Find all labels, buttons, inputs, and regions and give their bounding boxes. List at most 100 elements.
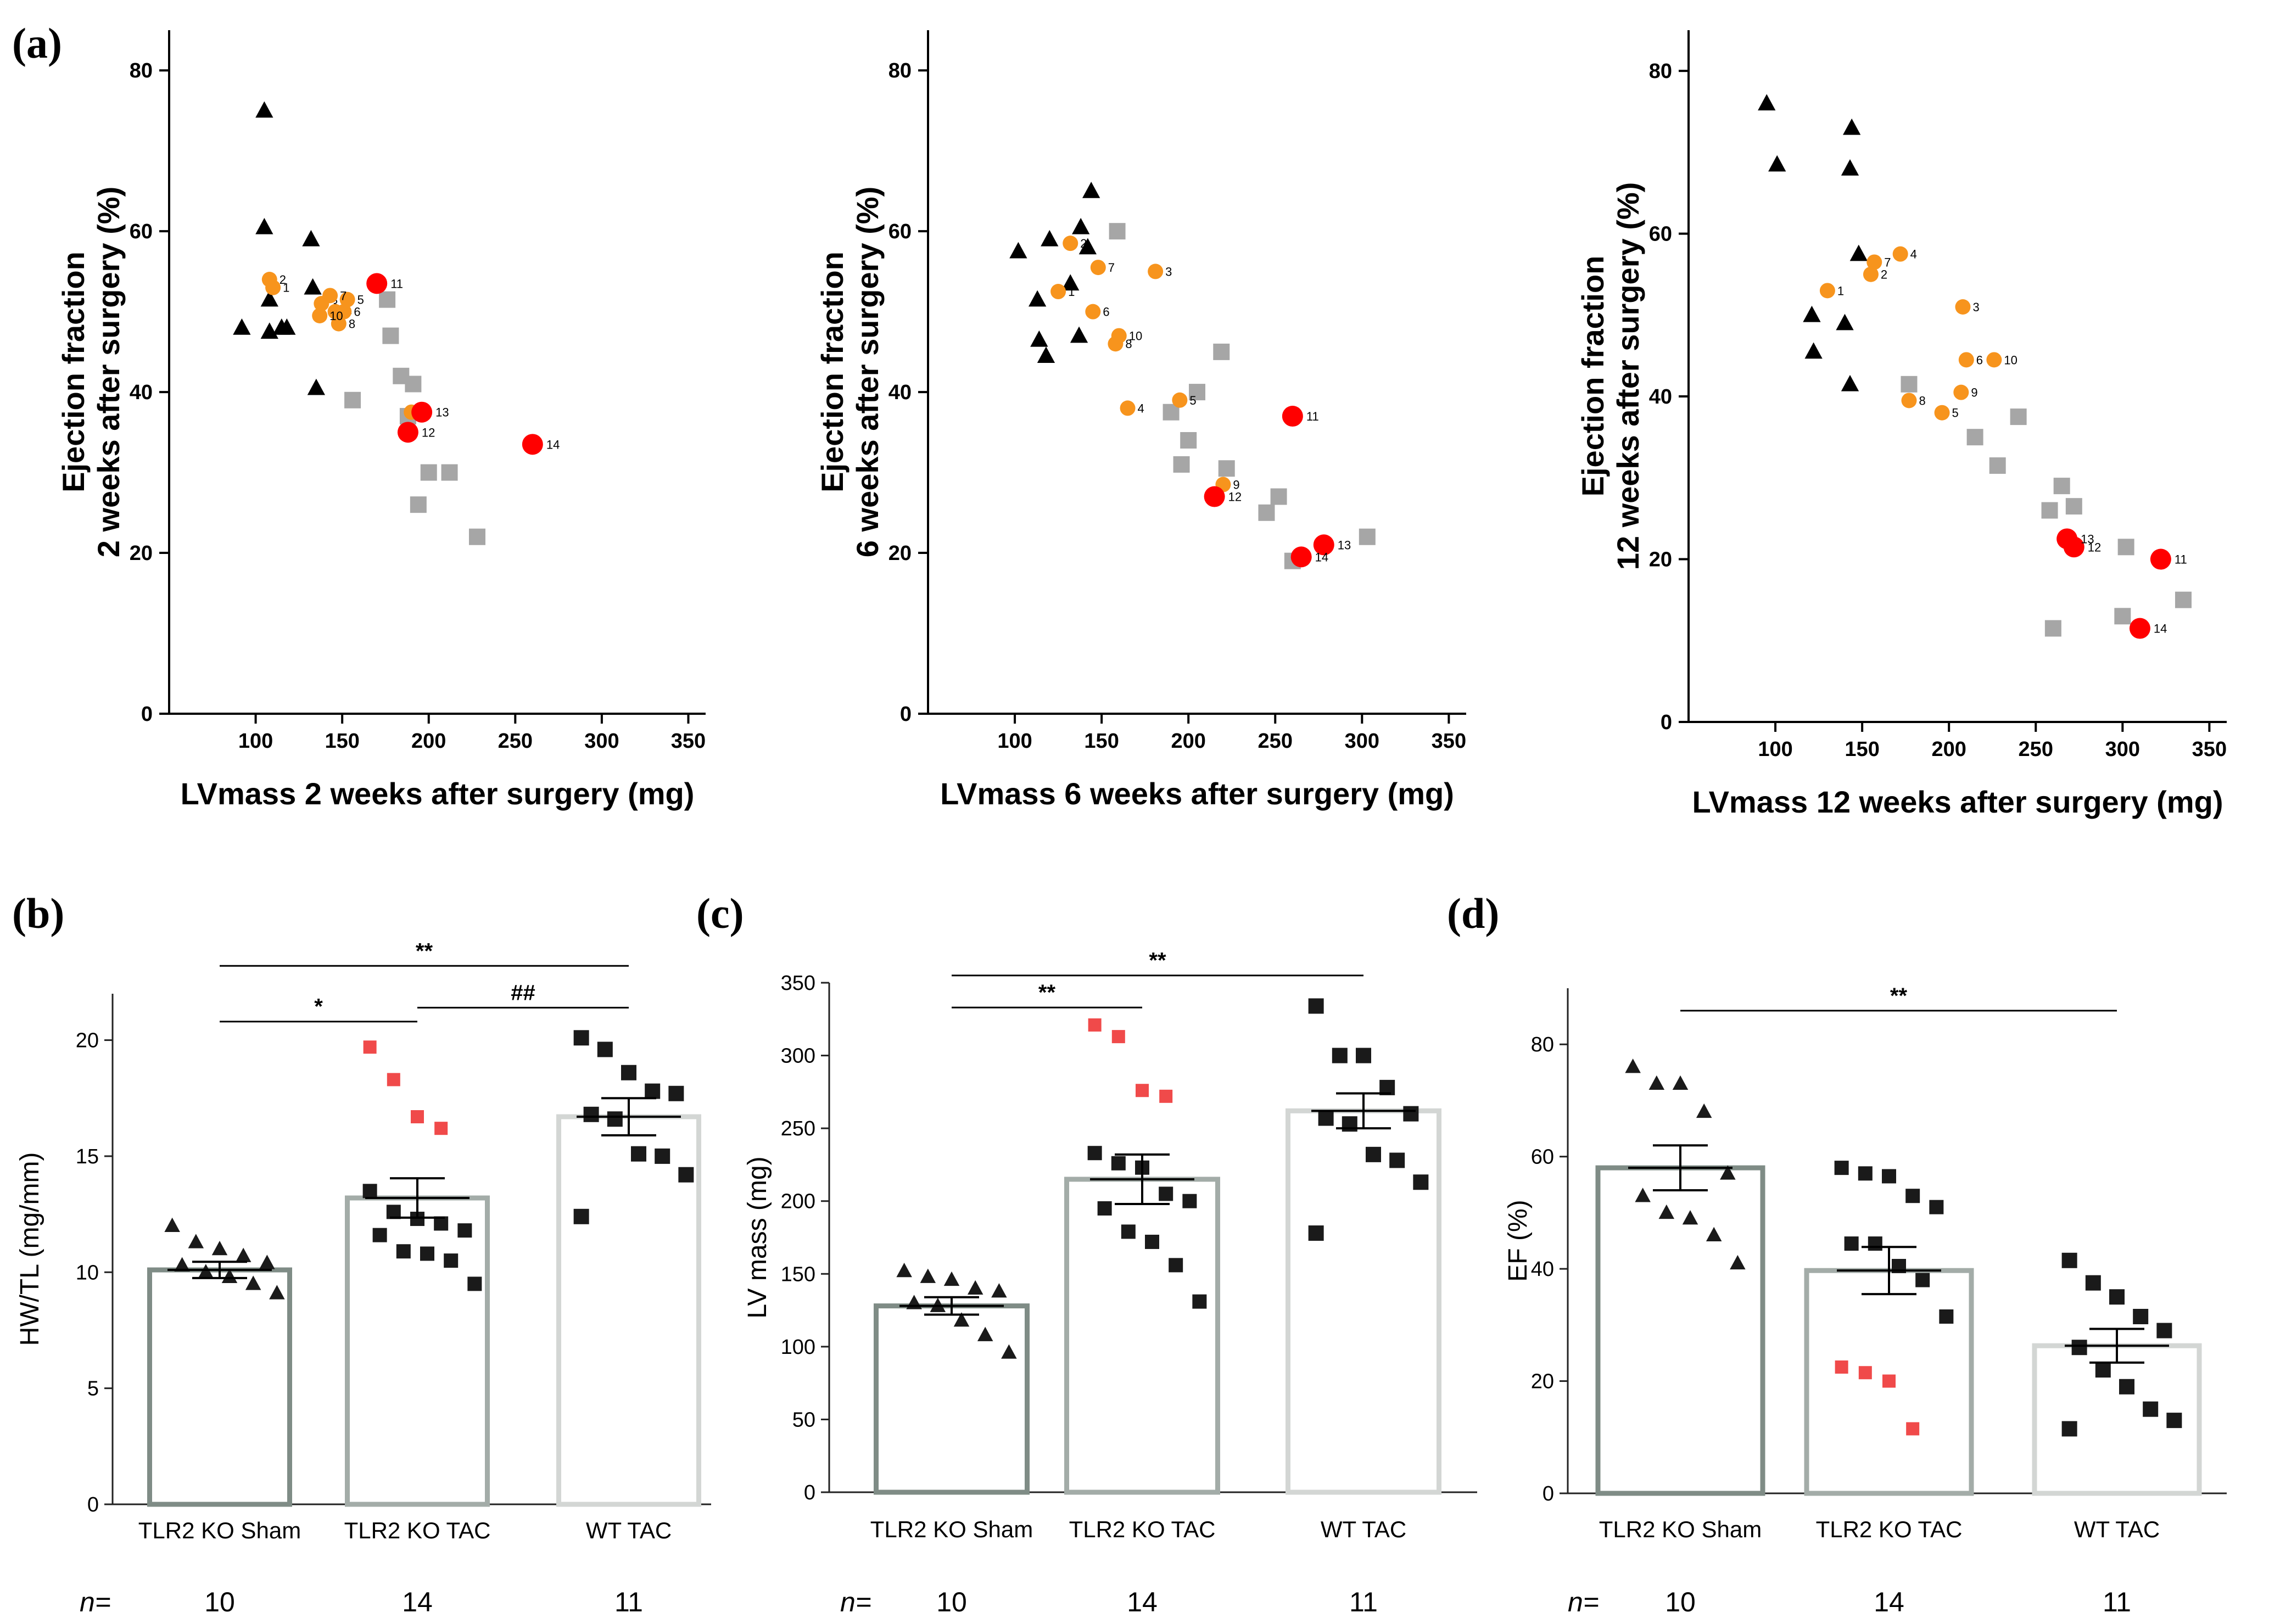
y-axis-label-line: 2 weeks after surgery (%) bbox=[91, 187, 126, 557]
wt-tac-point bbox=[1189, 384, 1205, 401]
y-tick-label: 20 bbox=[1649, 548, 1672, 572]
sham-point bbox=[260, 290, 278, 307]
y-tick-label: 80 bbox=[888, 59, 912, 82]
outlier-point bbox=[434, 1122, 448, 1135]
wt-tac-point bbox=[1258, 504, 1275, 521]
wt-tac-point bbox=[1901, 376, 1918, 393]
tac-point bbox=[362, 1184, 377, 1199]
point-id-label: 6 bbox=[1103, 305, 1109, 319]
wt-tac-point bbox=[2053, 478, 2070, 495]
y-axis-label: Ejection fraction6 weeks after surgery (… bbox=[815, 187, 885, 557]
y-tick-label: 0 bbox=[141, 703, 153, 726]
x-tick-label: 250 bbox=[498, 730, 533, 753]
wt-tac-point bbox=[631, 1146, 646, 1162]
sham-point bbox=[1648, 1075, 1665, 1090]
n-row-label: n= bbox=[1568, 1587, 1599, 1617]
wt-tac-point bbox=[2010, 408, 2027, 425]
point-id-label: 8 bbox=[1125, 337, 1132, 351]
y-axis-label-line: Ejection fraction bbox=[815, 251, 850, 492]
sham-point bbox=[1672, 1075, 1689, 1090]
point-id-label: 5 bbox=[357, 293, 364, 307]
y-tick-label: 150 bbox=[781, 1263, 815, 1286]
point-id-label: 7 bbox=[340, 289, 347, 303]
x-tick-label: 250 bbox=[1258, 730, 1293, 753]
point-id-label: 7 bbox=[1884, 255, 1891, 269]
x-axis-label: LVmass 12 weeks after surgery (mg) bbox=[1692, 785, 2223, 819]
significance-label: ** bbox=[1149, 949, 1166, 973]
wt-tac-point bbox=[1180, 432, 1197, 449]
y-tick-label: 80 bbox=[130, 59, 153, 82]
sham-point bbox=[1030, 330, 1048, 347]
point-id-label: 4 bbox=[1138, 401, 1144, 415]
significance-label: ** bbox=[1890, 984, 1908, 1008]
sham-point bbox=[1009, 242, 1027, 259]
y-tick-label: 40 bbox=[130, 381, 153, 404]
x-tick-label: 150 bbox=[325, 730, 359, 753]
n-count: 10 bbox=[1665, 1587, 1696, 1617]
y-axis-label: EF (%) bbox=[1504, 1200, 1533, 1281]
sham-point bbox=[245, 1275, 261, 1290]
wt-tac-point bbox=[344, 391, 361, 408]
mean-bar bbox=[874, 1303, 1030, 1495]
bar-chart-c: 0 50 100 150 200 250 300 350 LV mass (mg) TLR2 KO… bbox=[743, 949, 1477, 1617]
tac-point bbox=[1844, 1236, 1859, 1251]
point-id-label: 9 bbox=[1971, 386, 1977, 400]
point-id-label: 1 bbox=[1068, 285, 1075, 299]
x-tick-label: 350 bbox=[1432, 730, 1466, 753]
tac-point bbox=[1868, 1236, 1882, 1251]
point-id-label: 3 bbox=[1165, 265, 1172, 278]
y-axis-label: Ejection fraction12 weeks after surgery … bbox=[1575, 182, 1645, 570]
point-id-label: 4 bbox=[1910, 248, 1917, 261]
ko-tac-outlier-point bbox=[1290, 546, 1312, 568]
wt-tac-point bbox=[1308, 1225, 1324, 1241]
wt-tac-point bbox=[2156, 1323, 2172, 1339]
sham-point bbox=[1061, 274, 1080, 291]
x-tick-label: 200 bbox=[411, 730, 446, 753]
panel-labels: (a) (b) (c) (d) bbox=[12, 19, 1499, 937]
tac-point bbox=[396, 1244, 411, 1259]
significance-label: ** bbox=[416, 939, 433, 963]
wt-tac-point bbox=[2117, 539, 2134, 556]
sham-point bbox=[953, 1312, 970, 1327]
y-axis-label: Ejection fraction2 weeks after surgery (… bbox=[56, 187, 126, 557]
wt-tac-point bbox=[1270, 488, 1287, 505]
wt-tac-point bbox=[597, 1041, 613, 1057]
y-tick-label: 40 bbox=[888, 381, 912, 404]
sham-point bbox=[221, 1268, 238, 1283]
tac-point bbox=[1939, 1309, 1954, 1324]
point-id-label: 12 bbox=[1228, 490, 1242, 504]
wt-tac-point bbox=[2061, 1252, 2077, 1268]
point-id-label: 9 bbox=[1233, 478, 1239, 492]
point-id-label: 11 bbox=[1306, 410, 1319, 423]
sham-point bbox=[255, 101, 273, 118]
ko-tac-point bbox=[1934, 405, 1950, 421]
sham-point bbox=[1635, 1188, 1651, 1202]
sham-point bbox=[1804, 342, 1823, 359]
sham-point bbox=[1768, 155, 1786, 172]
sham-point bbox=[1001, 1344, 1017, 1359]
sham-point bbox=[188, 1234, 204, 1248]
point-id-label: 1 bbox=[283, 281, 289, 295]
mean-bar bbox=[1595, 1165, 1765, 1496]
outlier-point bbox=[1088, 1018, 1102, 1032]
sham-point bbox=[1041, 229, 1059, 247]
point-id-label: 10 bbox=[329, 309, 343, 323]
wt-tac-point bbox=[1389, 1152, 1405, 1168]
y-tick-label: 40 bbox=[1531, 1258, 1554, 1281]
sham-point bbox=[211, 1241, 228, 1256]
n-row-label: n= bbox=[80, 1587, 111, 1617]
y-tick-label: 0 bbox=[804, 1481, 815, 1504]
n-count: 14 bbox=[1874, 1587, 1904, 1617]
wt-tac-point bbox=[468, 528, 485, 545]
y-tick-label: 20 bbox=[130, 542, 153, 565]
ko-tac-point bbox=[1953, 384, 1969, 400]
tac-point bbox=[457, 1223, 472, 1238]
mean-bar bbox=[147, 1267, 292, 1507]
mean-bar bbox=[1064, 1177, 1220, 1495]
tac-point bbox=[1159, 1186, 1173, 1201]
y-tick-label: 60 bbox=[888, 220, 912, 243]
point-id-label: 1 bbox=[1837, 284, 1844, 298]
wt-tac-point bbox=[621, 1065, 636, 1080]
ko-tac-point bbox=[331, 316, 347, 332]
